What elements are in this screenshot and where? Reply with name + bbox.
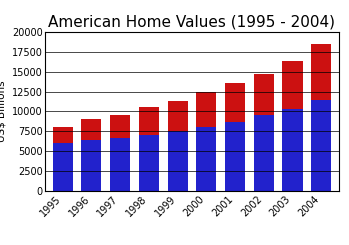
Bar (53, 127, 73, 143)
Bar (168, 131, 188, 191)
Bar (81, 119, 102, 140)
Bar (139, 135, 159, 191)
Bar (311, 44, 331, 99)
Bar (81, 140, 102, 191)
Bar (225, 122, 245, 191)
Bar (254, 74, 274, 115)
Bar (53, 143, 73, 191)
Bar (282, 61, 303, 109)
Bar (311, 99, 331, 191)
Bar (110, 115, 130, 138)
Bar (196, 92, 216, 127)
Bar (282, 109, 303, 191)
Bar (110, 138, 130, 191)
Bar (254, 115, 274, 191)
Bar (225, 83, 245, 122)
Bar (168, 101, 188, 131)
Y-axis label: US$ Billions: US$ Billions (0, 81, 6, 142)
Title: American Home Values (1995 - 2004): American Home Values (1995 - 2004) (49, 14, 335, 29)
Bar (196, 127, 216, 191)
Bar (139, 108, 159, 135)
